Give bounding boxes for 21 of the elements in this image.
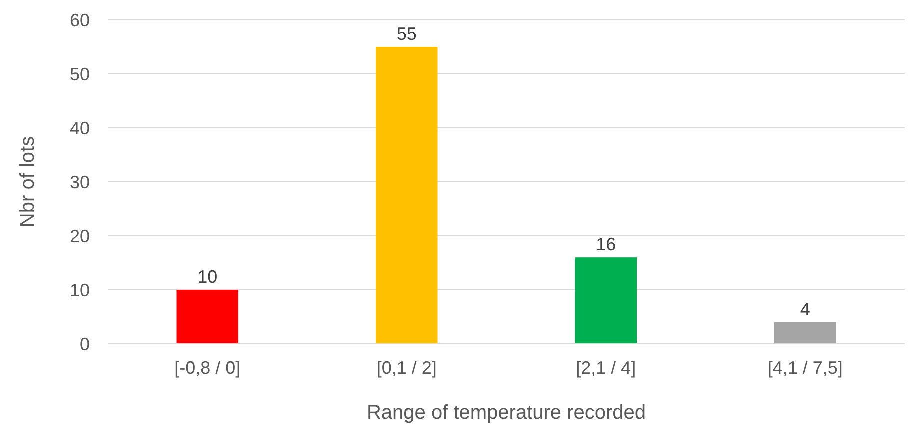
data-label: 4 [800, 299, 810, 320]
bar [176, 290, 239, 344]
bar [575, 258, 638, 344]
data-label: 55 [396, 24, 417, 44]
data-label: 10 [198, 267, 218, 287]
x-tick-label: [2,1 / 4] [576, 358, 636, 378]
y-axis-title: Nbr of lots [17, 136, 39, 228]
y-tick-label: 40 [70, 118, 90, 138]
data-label: 16 [596, 234, 616, 255]
x-tick-label: [0,1 / 2] [376, 358, 437, 378]
y-tick-label: 20 [70, 226, 90, 246]
bar [774, 322, 836, 344]
x-tick-label: [-0,8 / 0] [174, 358, 241, 378]
y-tick-label: 10 [70, 280, 90, 300]
y-tick-label: 30 [70, 172, 90, 192]
bar [376, 47, 438, 344]
y-tick-label: 60 [70, 10, 90, 30]
y-tick-label: 50 [70, 64, 90, 84]
x-tick-label: [4,1 / 7,5] [768, 358, 843, 378]
y-tick-label: 0 [80, 334, 90, 354]
x-axis-title: Range of temperature recorded [366, 402, 646, 424]
